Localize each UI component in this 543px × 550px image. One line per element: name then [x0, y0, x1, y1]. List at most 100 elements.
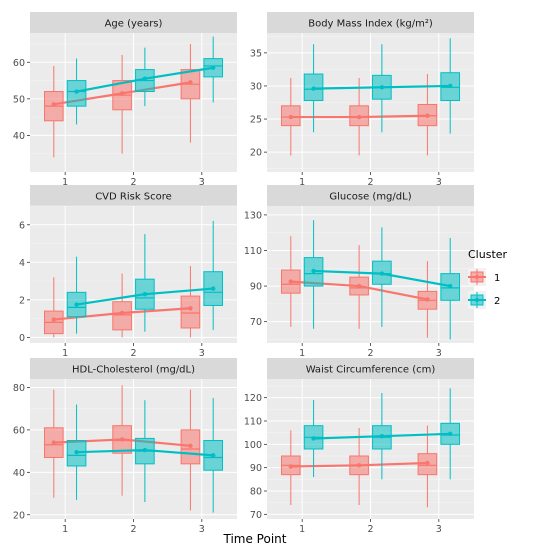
- y-tick-label: 20: [13, 510, 25, 521]
- mean-point: [379, 433, 385, 439]
- legend-key-point: [475, 298, 479, 302]
- y-tick-label: 70: [250, 510, 262, 521]
- mean-point: [379, 271, 385, 276]
- legend: Cluster 12: [468, 248, 508, 309]
- mean-point: [356, 463, 362, 468]
- y-tick-label: 90: [250, 282, 262, 293]
- legend-item-cluster-2: 2: [468, 291, 500, 309]
- panel-strip: [30, 358, 237, 379]
- legend-label: 2: [494, 296, 500, 307]
- mean-point: [51, 440, 57, 445]
- series-cluster-2: [303, 38, 461, 134]
- mean-point: [210, 65, 216, 70]
- legend-keys: 12: [468, 268, 500, 309]
- legend-key-point: [475, 275, 479, 279]
- y-tick-label: 120: [244, 393, 262, 404]
- mean-point: [74, 89, 79, 94]
- panel-6: Waist Circumference (cm) 70 80 90 100 110 120 1…: [244, 358, 474, 535]
- mean-point: [119, 91, 125, 96]
- y-tick-label: 30: [250, 81, 262, 92]
- mean-point: [119, 310, 125, 316]
- panel-strip: [30, 185, 237, 206]
- y-tick-label: 80: [13, 383, 25, 394]
- box-cluster-1-time-1: [43, 277, 64, 338]
- x-tick-label: 3: [199, 177, 205, 188]
- y-tick-label: 70: [250, 317, 262, 328]
- mean-point: [311, 436, 316, 441]
- y-tick-label: 20: [250, 148, 262, 159]
- mean-point: [425, 113, 430, 118]
- mean-point: [311, 268, 316, 274]
- mean-point: [288, 279, 294, 284]
- y-tick-label: 35: [250, 48, 262, 59]
- y-tick-label: 50: [13, 94, 25, 105]
- panel-5: HDL-Cholesterol (mg/dL) 20 40 60 80 1 2 3: [13, 358, 237, 535]
- legend-item-cluster-1: 1: [468, 268, 500, 286]
- x-tick-label: 2: [130, 524, 136, 535]
- series-cluster-1: [43, 385, 201, 511]
- y-tick-label: 40: [13, 468, 25, 479]
- mean-point: [356, 283, 362, 289]
- x-tick-label: 2: [367, 348, 373, 359]
- x-tick-label: 2: [367, 524, 373, 535]
- x-tick-label: 1: [62, 348, 68, 359]
- mean-point: [288, 464, 294, 469]
- mean-point: [142, 447, 148, 453]
- y-tick-label: 25: [250, 115, 262, 126]
- mean-point: [288, 114, 294, 120]
- mean-point: [210, 286, 216, 291]
- y-tick-label: 60: [13, 58, 25, 69]
- panel-title: Age (years): [105, 19, 163, 30]
- mean-point: [119, 437, 125, 442]
- x-tick-label: 2: [130, 348, 136, 359]
- x-tick-label: 3: [199, 348, 205, 359]
- y-tick-label: 2: [19, 295, 25, 306]
- x-tick-label: 1: [299, 177, 305, 188]
- y-tick-label: 60: [13, 425, 25, 436]
- x-tick-label: 1: [62, 177, 68, 188]
- box-iqr: [112, 301, 132, 331]
- mean-point: [447, 431, 453, 437]
- y-tick-label: 100: [244, 440, 262, 451]
- panel-title: HDL-Cholesterol (mg/dL): [72, 365, 195, 376]
- box-iqr: [180, 295, 201, 329]
- mean-point: [188, 443, 193, 449]
- panel-4: Glucose (mg/dL) 70 90 110 130 1 2 3: [244, 185, 474, 359]
- legend-title: Cluster: [468, 248, 508, 261]
- mean-point: [51, 317, 57, 322]
- y-tick-label: 110: [244, 246, 262, 257]
- legend-label: 1: [494, 273, 500, 284]
- x-tick-label: 1: [62, 524, 68, 535]
- y-tick-label: 40: [13, 131, 25, 142]
- mean-point: [425, 460, 430, 466]
- panel-1: Age (years) 40 50 60 1 2 3: [13, 12, 237, 188]
- panel-title: Glucose (mg/dL): [329, 192, 411, 203]
- mean-point: [74, 302, 79, 307]
- mean-point: [356, 114, 362, 120]
- panel-strip: [267, 358, 474, 379]
- series-cluster-2: [303, 388, 461, 480]
- mean-point: [379, 85, 385, 90]
- panel-2: Body Mass Index (kg/m²) 20 25 30 35 1 2 3: [250, 12, 474, 188]
- panel-strip: [267, 12, 474, 33]
- box-cluster-1-time-3: [180, 266, 201, 338]
- series-cluster-2: [303, 220, 461, 340]
- x-tick-label: 1: [299, 348, 305, 359]
- y-tick-label: 90: [250, 463, 262, 474]
- y-tick-label: 0: [19, 333, 25, 344]
- y-tick-label: 80: [250, 487, 262, 498]
- y-tick-label: 6: [19, 220, 25, 231]
- series-cluster-2: [66, 36, 224, 125]
- panel-3: CVD Risk Score 0 2 4 6 1 2 3: [19, 185, 237, 359]
- mean-point: [142, 76, 148, 81]
- x-tick-label: 3: [436, 524, 442, 535]
- series-cluster-2: [66, 398, 224, 513]
- x-tick-label: 2: [130, 177, 136, 188]
- panel-title: CVD Risk Score: [95, 192, 172, 203]
- mean-point: [311, 86, 316, 91]
- mean-point: [447, 283, 453, 289]
- x-tick-label: 2: [367, 177, 373, 188]
- x-tick-label: 1: [299, 524, 305, 535]
